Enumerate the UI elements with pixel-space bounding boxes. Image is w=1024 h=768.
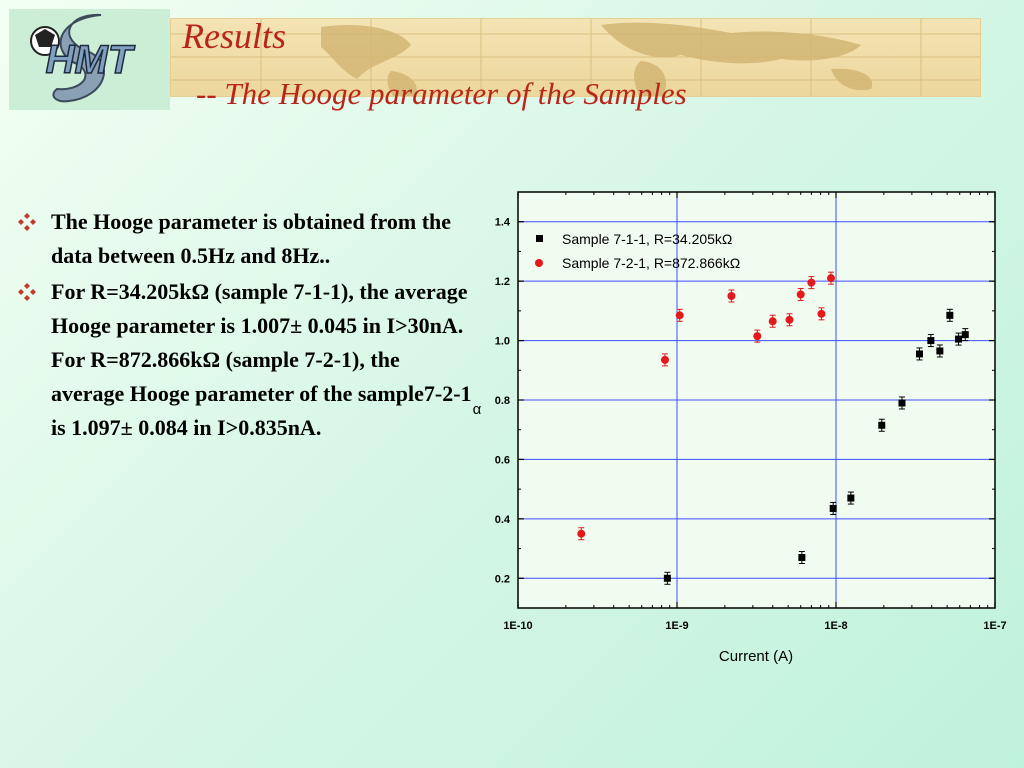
grid bbox=[518, 192, 995, 608]
data-point-series-2 bbox=[768, 317, 777, 326]
tick-labels: 0.2 0.4 0.6 0.8 1.0 1.2 1.4 1E-10 1E-9 1E-8 1E-7 bbox=[495, 217, 1007, 632]
y-tick-label: 1.2 bbox=[495, 276, 510, 288]
legend-marker-series-1 bbox=[536, 235, 543, 242]
diamond-bullet-icon bbox=[18, 213, 36, 231]
y-tick-label: 0.8 bbox=[495, 395, 510, 407]
data-point-series-1 bbox=[878, 421, 886, 429]
data-point-series-1 bbox=[946, 311, 954, 319]
data-points bbox=[577, 271, 969, 585]
data-point-series-2 bbox=[796, 290, 805, 299]
page-subtitle: -- The Hooge parameter of the Samples bbox=[196, 76, 687, 111]
diamond-bullet-icon bbox=[18, 283, 36, 301]
axis-ticks bbox=[517, 191, 996, 609]
x-tick-label: 1E-9 bbox=[665, 620, 688, 632]
page-title: Results bbox=[182, 16, 286, 56]
data-point-series-1 bbox=[798, 553, 806, 561]
data-point-series-1 bbox=[829, 504, 837, 512]
legend-label-series-1: Sample 7-1-1, R=34.205kΩ bbox=[562, 231, 732, 247]
world-map-banner bbox=[170, 18, 981, 97]
data-point-series-2 bbox=[826, 274, 835, 283]
data-point-series-2 bbox=[753, 332, 762, 341]
data-point-series-2 bbox=[807, 278, 816, 287]
data-point-series-1 bbox=[955, 335, 963, 343]
data-point-series-1 bbox=[663, 574, 671, 582]
world-map-graphic bbox=[171, 19, 980, 96]
y-tick-label: 1.4 bbox=[495, 217, 511, 229]
data-point-series-1 bbox=[847, 494, 855, 502]
data-point-series-2 bbox=[727, 292, 736, 300]
bullet-item: The Hooge parameter is obtained from the… bbox=[18, 205, 473, 273]
bullet-item: For R=34.205kΩ (sample 7-1-1), the avera… bbox=[18, 275, 473, 445]
data-point-series-2 bbox=[817, 309, 826, 318]
data-point-series-1 bbox=[927, 337, 935, 345]
legend-label-series-2: Sample 7-2-1, R=872.866kΩ bbox=[562, 255, 740, 271]
legend-marker-series-2 bbox=[535, 259, 543, 267]
x-axis-title: Current (A) bbox=[719, 648, 793, 665]
data-point-series-1 bbox=[898, 399, 906, 407]
data-point-series-2 bbox=[785, 315, 794, 324]
hooge-parameter-chart: 0.2 0.4 0.6 0.8 1.0 1.2 1.4 1E-10 1E-9 1E-8 1E-7 C… bbox=[473, 191, 1007, 665]
bullet-text: For R=34.205kΩ (sample 7-1-1), the avera… bbox=[51, 279, 472, 440]
logo-graphic: HMT bbox=[30, 13, 137, 103]
y-tick-label: 0.2 bbox=[495, 573, 510, 585]
x-tick-label: 1E-8 bbox=[824, 620, 847, 632]
legend: Sample 7-1-1, R=34.205kΩ Sample 7-2-1, R… bbox=[535, 231, 740, 271]
y-tick-label: 1.0 bbox=[495, 336, 510, 348]
y-tick-label: 0.6 bbox=[495, 454, 510, 466]
logo-text: HMT bbox=[46, 38, 136, 82]
x-tick-label: 1E-10 bbox=[503, 620, 532, 632]
data-point-series-2 bbox=[660, 355, 669, 364]
data-point-series-2 bbox=[577, 529, 586, 538]
data-point-series-2 bbox=[675, 311, 684, 320]
bullet-list: The Hooge parameter is obtained from the… bbox=[18, 205, 473, 447]
y-tick-label: 0.4 bbox=[495, 514, 511, 526]
x-tick-label: 1E-7 bbox=[983, 620, 1006, 632]
bullet-text: The Hooge parameter is obtained from the… bbox=[51, 209, 452, 268]
data-point-series-1 bbox=[936, 347, 944, 355]
data-point-series-1 bbox=[915, 350, 923, 358]
logo: HMT bbox=[9, 9, 170, 110]
y-axis-title: α bbox=[473, 401, 482, 418]
data-point-series-1 bbox=[961, 331, 969, 339]
